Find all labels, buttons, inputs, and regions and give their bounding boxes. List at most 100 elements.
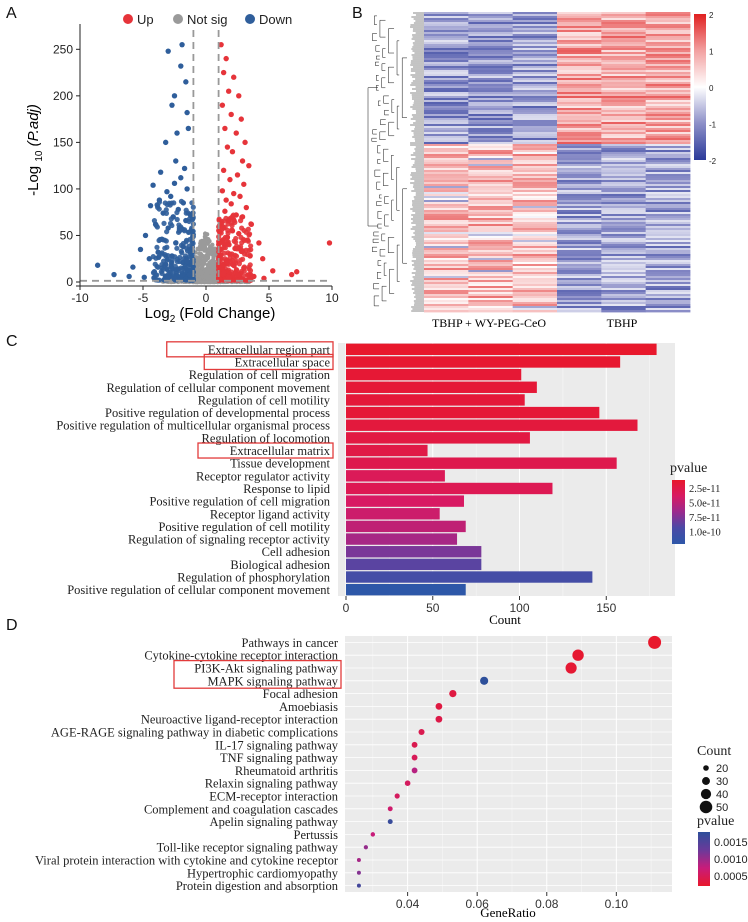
- heatmap-cell: [468, 184, 514, 187]
- kegg-dot: [387, 806, 393, 812]
- heatmap-cell: [468, 212, 514, 215]
- heatmap-cell: [512, 70, 558, 73]
- heatmap-cell: [645, 70, 691, 73]
- up-point: [239, 225, 245, 231]
- heatmap-cell: [512, 162, 558, 165]
- heatmap-cell: [557, 274, 602, 277]
- up-point: [247, 253, 253, 259]
- heatmap-cell: [424, 226, 469, 229]
- up-point: [248, 247, 254, 253]
- heatmap-cell: [512, 60, 558, 63]
- notsig-point: [200, 253, 205, 259]
- heatmap-cell: [424, 22, 469, 25]
- go-bar: [346, 508, 440, 520]
- heatmap-cell: [645, 222, 691, 225]
- heatmap-cell: [424, 54, 469, 57]
- heatmap-cell: [645, 180, 691, 183]
- heatmap-cell: [601, 218, 647, 221]
- heatmap-cell: [601, 180, 647, 183]
- kegg-dot: [411, 741, 418, 748]
- heatmap-cell: [645, 54, 691, 57]
- heatmap-cell: [601, 90, 647, 93]
- heatmap-cell: [645, 106, 691, 109]
- kegg-dots: [356, 635, 662, 888]
- heatmap-cell: [468, 28, 514, 31]
- heatmap-cell: [557, 234, 602, 237]
- heatmap-cell: [424, 84, 469, 87]
- heatmap-cell: [557, 50, 602, 53]
- heatmap-cell: [512, 264, 558, 267]
- heatmap-cell: [645, 210, 691, 213]
- heatmap-cell: [468, 158, 514, 161]
- heatmap-cell: [512, 240, 558, 243]
- heatmap-cell: [557, 278, 602, 281]
- up-point: [237, 193, 243, 200]
- heatmap-cell: [645, 66, 691, 69]
- heatmap-cell: [424, 116, 469, 119]
- heatmap-legend-tick-label: 0: [709, 84, 714, 93]
- heatmap-cell: [645, 242, 691, 245]
- heatmap-cell: [557, 72, 602, 75]
- heatmap-cell: [645, 252, 691, 255]
- heatmap-cell: [645, 46, 691, 49]
- down-point: [186, 271, 193, 278]
- down-point: [161, 220, 167, 226]
- go-category-label: Regulation of cellular component movemen…: [106, 381, 330, 395]
- heatmap-cell: [468, 66, 514, 69]
- go-category-label: Regulation of cell motility: [198, 393, 331, 407]
- notsig-point: [196, 266, 201, 272]
- heatmap-cell: [512, 166, 558, 169]
- heatmap-cell: [645, 238, 691, 241]
- heatmap-cell: [601, 212, 647, 215]
- heatmap-cell: [424, 114, 469, 117]
- up-point: [225, 274, 232, 281]
- up-point: [294, 269, 300, 275]
- heatmap-cell: [424, 194, 469, 197]
- heatmap-cell: [424, 170, 469, 173]
- heatmap-cell: [645, 48, 691, 51]
- heatmap-cell: [645, 156, 691, 159]
- heatmap-cell: [645, 200, 691, 203]
- heatmap-cell: [424, 216, 469, 219]
- kegg-dot: [370, 832, 376, 837]
- down-point: [188, 251, 194, 257]
- heatmap-dendrogram: [367, 12, 424, 312]
- heatmap-cell: [601, 110, 647, 113]
- heatmap-cell: [645, 58, 691, 61]
- heatmap-cell: [468, 82, 514, 85]
- heatmap-cell: [601, 130, 647, 133]
- heatmap-cell: [424, 32, 469, 35]
- heatmap-cell: [645, 224, 691, 227]
- heatmap-cell: [512, 102, 558, 105]
- heatmap-cell: [468, 290, 514, 293]
- heatmap-cell: [645, 76, 691, 79]
- heatmap-cell: [645, 208, 691, 211]
- heatmap-cell: [424, 236, 469, 239]
- heatmap-cell: [424, 118, 469, 121]
- down-point: [156, 254, 162, 260]
- kegg-category-label: Cytokine-cytokine receptor interaction: [144, 649, 338, 663]
- down-point: [190, 204, 196, 210]
- heatmap: 2 1 0 -1 -2 TBHP + WY-PEG-CeO TBHP: [367, 11, 717, 330]
- heatmap-cell: [557, 158, 602, 161]
- up-point: [326, 240, 333, 246]
- heatmap-cell: [601, 84, 647, 87]
- heatmap-cell: [557, 48, 602, 51]
- heatmap-cell: [468, 274, 514, 277]
- heatmap-cell: [468, 102, 514, 105]
- heatmap-cell: [468, 282, 514, 285]
- heatmap-cell: [424, 164, 469, 167]
- go-x-tick-label: 150: [596, 601, 616, 615]
- heatmap-cell: [645, 282, 691, 285]
- heatmap-cell: [468, 126, 514, 129]
- down-point: [155, 249, 161, 255]
- heatmap-cell: [424, 234, 469, 237]
- heatmap-cell: [424, 202, 469, 205]
- up-point: [228, 269, 235, 275]
- heatmap-cell: [601, 68, 647, 71]
- heatmap-cell: [645, 154, 691, 157]
- go-pvalue-legend: pvalue 2.5e-11 5.0e-11 7.5e-11 1.0e-10: [670, 461, 721, 544]
- heatmap-cell: [468, 240, 514, 243]
- volcano-legend: Up Not sig Down: [123, 12, 292, 27]
- heatmap-cell: [601, 138, 647, 141]
